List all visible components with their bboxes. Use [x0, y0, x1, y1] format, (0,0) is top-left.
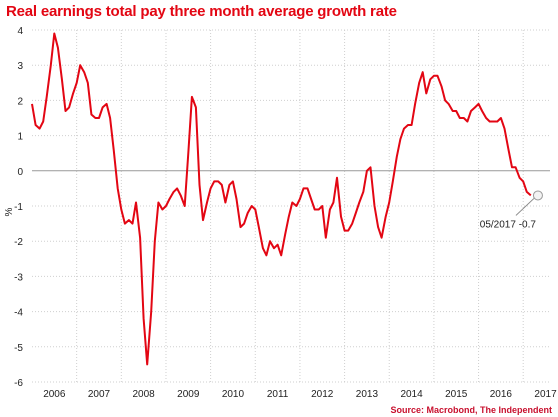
- x-tick-label: 2015: [445, 389, 468, 400]
- x-tick-label: 2013: [356, 389, 379, 400]
- annotation-marker: [532, 190, 543, 201]
- annotation-leader: [515, 198, 535, 216]
- y-tick-label: -2: [14, 237, 23, 248]
- x-tick-label: 2007: [88, 389, 111, 400]
- x-tick-label: 2017: [534, 389, 557, 400]
- series-line: [31, 32, 532, 366]
- y-tick-label: 2: [17, 96, 23, 107]
- x-tick-label: 2006: [43, 389, 66, 400]
- y-tick-label: -1: [14, 202, 23, 213]
- y-tick-label: -6: [14, 378, 23, 389]
- x-tick-label: 2010: [222, 389, 245, 400]
- x-tick-label: 2012: [311, 389, 334, 400]
- annotation-label: 05/2017 -0.7: [480, 219, 537, 230]
- y-tick-label: 1: [17, 132, 23, 143]
- axes: 4 3 2 1 0 -1 -2 -3 -4 -5 -6 2006 2007 2008 2009 2010 201…: [14, 26, 557, 400]
- x-tick-label: 2009: [177, 389, 200, 400]
- y-tick-label: 0: [17, 167, 23, 178]
- y-tick-label: -3: [14, 272, 23, 283]
- annotation: 05/2017 -0.7: [480, 190, 543, 230]
- chart-title: Real earnings total pay three month aver…: [6, 3, 397, 20]
- y-tick-label: -5: [14, 343, 23, 354]
- y-axis-label: %: [4, 207, 15, 216]
- x-tick-label: 2008: [133, 389, 156, 400]
- x-tick-label: 2014: [400, 389, 423, 400]
- y-tick-label: 4: [17, 26, 23, 37]
- source-note: Source: Macrobond, The Independent: [390, 405, 552, 415]
- x-tick-label: 2016: [490, 389, 513, 400]
- series-layer: [31, 32, 532, 366]
- y-tick-label: -4: [14, 308, 23, 319]
- y-tick-label: 3: [17, 61, 23, 72]
- x-tick-label: 2011: [267, 389, 289, 400]
